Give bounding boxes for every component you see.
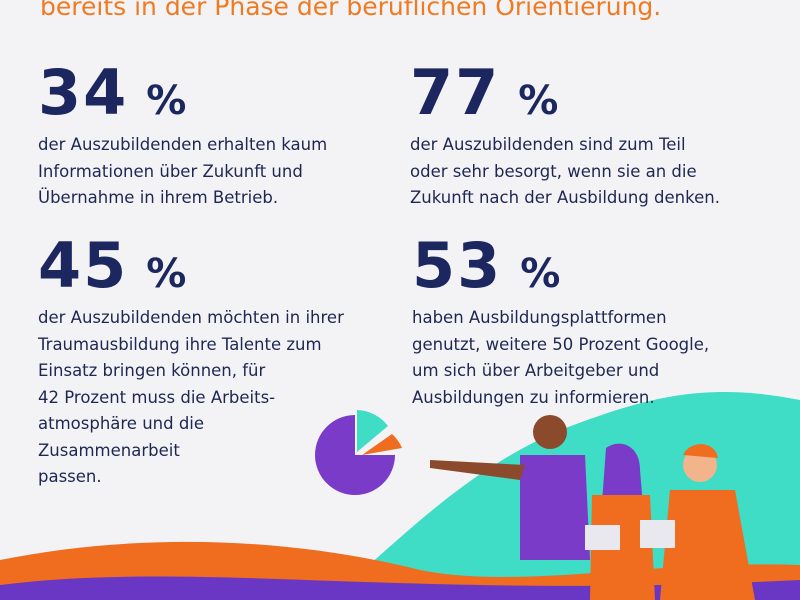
stat-text-line: Übernahme in ihrem Betrieb. bbox=[38, 188, 279, 207]
stat-number: 53 bbox=[412, 229, 503, 302]
stat-text-line: genutzt, weitere 50 Prozent Google, bbox=[412, 334, 710, 354]
stat-block: 34% der Auszubildenden erhalten kaum Infor… bbox=[38, 62, 327, 212]
stat-number: 45 bbox=[38, 229, 129, 302]
pie-slice bbox=[357, 410, 388, 452]
stat-block: 53% haben Ausbildungsplattformen genutzt, … bbox=[412, 235, 709, 411]
pie-slice bbox=[315, 415, 395, 495]
stat-text-line: der Auszubildenden erhalten kaum bbox=[38, 135, 328, 154]
stat-head: 45% bbox=[38, 235, 344, 298]
stat-number: 77 bbox=[410, 56, 501, 129]
pie-slice bbox=[362, 434, 402, 455]
stat-text-line: Ausbildungen zu informieren. bbox=[412, 387, 655, 407]
stat-text-line: der Auszubildenden sind zum Teil bbox=[410, 135, 686, 154]
stat-unit: % bbox=[518, 78, 559, 124]
stat-text-line: Einsatz bringen können, für bbox=[38, 361, 266, 380]
stat-text-line: der Auszubildenden möchten in ihrer bbox=[38, 308, 344, 327]
stat-text-line: Traumausbildung ihre Talente zum bbox=[38, 334, 322, 354]
stat-text-line: Zukunft nach der Ausbildung denken. bbox=[410, 188, 720, 207]
stat-text-line: Informationen über Zukunft und bbox=[38, 161, 303, 181]
title: bereits in der Phase der beruflichen Ori… bbox=[40, 0, 662, 21]
stat-unit: % bbox=[520, 251, 561, 297]
stat-text-line: Zusammenarbeit bbox=[38, 440, 180, 460]
stat-text-line: haben Ausbildungsplattformen bbox=[412, 308, 667, 327]
stat-text-line: atmosphäre und die bbox=[38, 414, 205, 433]
stat-text-line: oder sehr besorgt, wenn sie an die bbox=[410, 161, 697, 181]
person bbox=[585, 443, 655, 600]
stat-text-line: 42 Prozent muss die Arbeits- bbox=[38, 387, 276, 407]
stat-number: 34 bbox=[38, 56, 129, 129]
stat-unit: % bbox=[146, 251, 187, 297]
stat-head: 77% bbox=[410, 62, 720, 125]
person bbox=[430, 415, 590, 560]
stat-unit: % bbox=[146, 78, 187, 124]
stat-head: 53% bbox=[412, 235, 709, 298]
stat-text-line: um sich über Arbeitgeber und bbox=[412, 361, 660, 380]
stat-block: 77% der Auszubildenden sind zum Teil oder … bbox=[410, 62, 720, 212]
person bbox=[640, 444, 755, 600]
stat-text-line: passen. bbox=[38, 467, 102, 486]
stat-block: 45% der Auszubildenden möchten in ihrer Tr… bbox=[38, 235, 344, 491]
stat-head: 34% bbox=[38, 62, 327, 125]
